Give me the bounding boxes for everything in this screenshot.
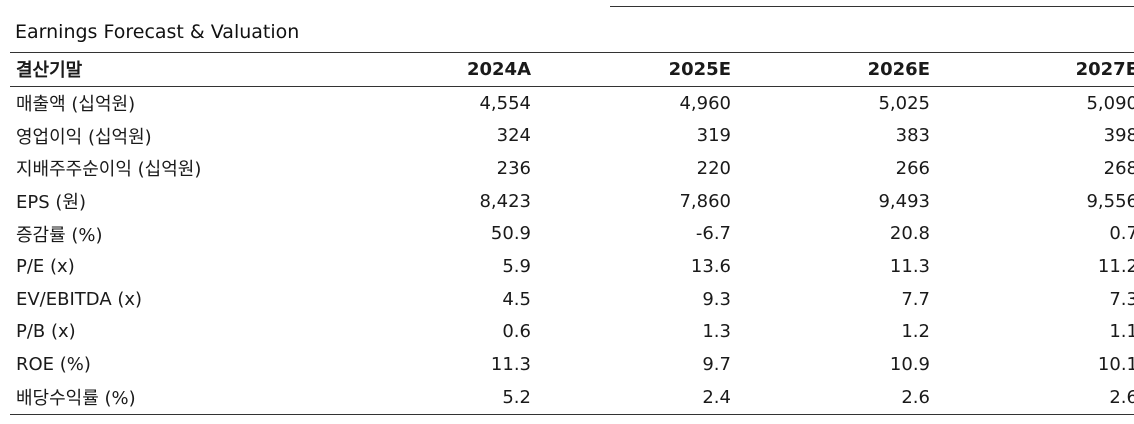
row-value: 319	[696, 125, 731, 147]
previous-table-fragment	[610, 0, 1134, 7]
row-value: 10.1	[1097, 354, 1134, 376]
row-label: P/E (x)	[16, 255, 75, 277]
header-2025e: 2025E	[668, 58, 731, 80]
row-value: 0.7	[1109, 223, 1134, 245]
table-row: ROE (%) 11.3 9.7 10.9 10.1	[10, 348, 1134, 381]
row-label: 배당수익률 (%)	[16, 388, 136, 410]
row-value: 4,960	[679, 92, 731, 114]
header-2026e: 2026E	[867, 58, 930, 80]
row-value: 7.3	[1109, 288, 1134, 310]
row-value: 2.6	[1109, 386, 1134, 408]
row-value: 236	[496, 157, 531, 179]
header-fiscal-year-end: 결산기말	[16, 60, 83, 82]
row-value: 13.6	[690, 255, 731, 277]
row-value: 4.5	[502, 288, 531, 310]
row-value: 398	[1103, 125, 1134, 147]
row-label: ROE (%)	[16, 354, 91, 376]
row-value: 220	[696, 157, 731, 179]
row-value: 2.6	[901, 386, 930, 408]
row-value: -6.7	[695, 223, 731, 245]
row-value: 5.9	[502, 255, 531, 277]
row-value: 5,025	[878, 92, 930, 114]
row-value: 20.8	[889, 223, 930, 245]
row-value: 9,493	[878, 190, 930, 212]
row-value: 5.2	[502, 386, 531, 408]
section-title: Earnings Forecast & Valuation	[15, 21, 300, 43]
row-value: 9.3	[702, 288, 731, 310]
row-label: 지배주주순이익 (십억원)	[16, 159, 202, 181]
row-value: 1.2	[901, 321, 930, 343]
row-value: 324	[496, 125, 531, 147]
row-value: 2.4	[702, 386, 731, 408]
table-row: EV/EBITDA (x) 4.5 9.3 7.7 7.3	[10, 283, 1134, 316]
earnings-forecast-table: 결산기말 2024A 2025E 2026E 2027E 매출액 (십억원) 4,…	[10, 52, 1134, 415]
row-value: 1.1	[1109, 321, 1134, 343]
row-value: 8,423	[479, 190, 531, 212]
row-value: 9,556	[1086, 190, 1134, 212]
table-row: 영업이익 (십억원) 324 319 383 398	[10, 119, 1134, 152]
table-row: 지배주주순이익 (십억원) 236 220 266 268	[10, 152, 1134, 185]
row-value: 50.9	[490, 223, 531, 245]
row-value: 7,860	[679, 190, 731, 212]
table-row: 배당수익률 (%) 5.2 2.4 2.6 2.6	[10, 381, 1134, 415]
header-2024a: 2024A	[466, 58, 531, 80]
row-value: 4,554	[479, 92, 531, 114]
table-row: 매출액 (십억원) 4,554 4,960 5,025 5,090	[10, 86, 1134, 119]
table-row: 증감률 (%) 50.9 -6.7 20.8 0.7	[10, 217, 1134, 250]
row-value: 10.9	[889, 354, 930, 376]
row-value: 1.3	[702, 321, 731, 343]
row-value: 11.3	[889, 255, 930, 277]
row-value: 9.7	[702, 354, 731, 376]
table-row: P/B (x) 0.6 1.3 1.2 1.1	[10, 316, 1134, 349]
row-value: 383	[895, 125, 930, 147]
row-label: 매출액 (십억원)	[16, 94, 136, 116]
row-value: 11.3	[490, 354, 531, 376]
header-2027e: 2027E	[1075, 58, 1134, 80]
row-label: 증감률 (%)	[16, 224, 103, 246]
row-value: 5,090	[1086, 92, 1134, 114]
row-label: 영업이익 (십억원)	[16, 126, 152, 148]
row-value: 0.6	[502, 321, 531, 343]
row-label: EPS (원)	[16, 192, 86, 214]
row-value: 7.7	[901, 288, 930, 310]
table-header-row: 결산기말 2024A 2025E 2026E 2027E	[10, 52, 1134, 87]
table-row: EPS (원) 8,423 7,860 9,493 9,556	[10, 185, 1134, 218]
row-label: P/B (x)	[16, 321, 76, 343]
row-value: 11.2	[1097, 255, 1134, 277]
row-value: 268	[1103, 157, 1134, 179]
row-value: 266	[895, 157, 930, 179]
row-label: EV/EBITDA (x)	[16, 288, 143, 310]
table-row: P/E (x) 5.9 13.6 11.3 11.2	[10, 250, 1134, 283]
